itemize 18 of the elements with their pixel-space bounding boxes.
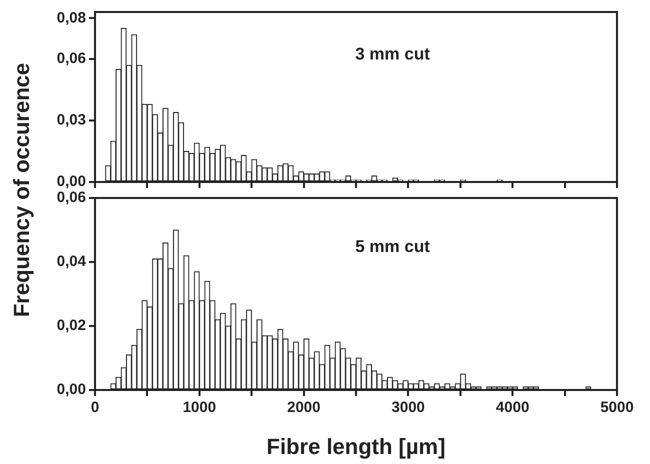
y-tick-label: 0,08: [56, 9, 86, 26]
y-axis-title: Frequency of occurence: [9, 62, 36, 318]
y-tick-label: 0,06: [56, 189, 86, 206]
annotation: 3 mm cut: [355, 44, 430, 64]
y-tick-label: 0,02: [56, 317, 86, 334]
x-tick-label: 0: [90, 399, 100, 416]
x-tick-label: 5000: [600, 399, 634, 416]
x-tick-label: 1000: [182, 399, 216, 416]
x-axis-title: Fibre length [µm]: [266, 434, 446, 460]
annotation: 5 mm cut: [355, 236, 430, 256]
x-tick-label: 2000: [287, 399, 320, 416]
x-tick-label: 4000: [496, 399, 530, 416]
y-tick-label: 0,00: [56, 173, 86, 190]
y-tick-label: 0,03: [56, 112, 86, 129]
y-tick-label: 0,04: [56, 253, 87, 270]
y-tick-label: 0,06: [56, 50, 86, 68]
y-tick-label: 0,00: [56, 381, 86, 398]
x-tick-label: 3000: [392, 399, 425, 416]
